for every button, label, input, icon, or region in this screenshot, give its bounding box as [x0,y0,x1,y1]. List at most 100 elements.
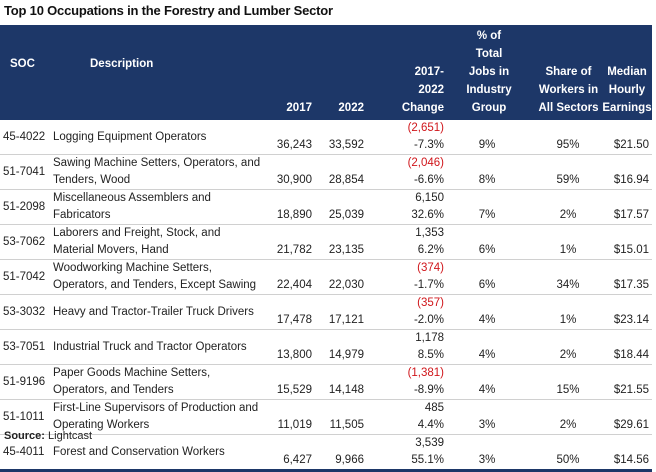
change-value: (1,381) [407,367,444,379]
change-value: (2,046) [407,157,444,169]
occupation-description: Sawing Machine Setters, Operators, and T… [50,154,265,190]
share-all-sectors: 95% [527,120,602,155]
share-all-sectors: 15% [527,364,602,400]
header-row: SOC Description 2017 2022 2017-2022 Chan… [0,25,652,120]
soc-code: 53-3032 [0,294,50,330]
table-row: 51-1011 First-Line Supervisors of Produc… [0,399,652,435]
change-percent: 4.4% [417,419,444,431]
soc-code: 51-7041 [0,154,50,190]
share-all-sectors: 50% [527,434,602,472]
jobs-2022: 9,966 [315,434,367,472]
pct-total-jobs: 4% [447,294,527,330]
header-2017: 2017 [265,25,315,120]
change-percent: 55.1% [411,454,444,466]
source-value: Lightcast [48,430,93,442]
soc-code: 51-9196 [0,364,50,400]
median-hourly-earnings: $14.56 [602,434,652,472]
source-note: Source: Lightcast [4,430,92,442]
change-cell: (374) -1.7% [367,259,447,295]
median-hourly-earnings: $21.50 [602,120,652,155]
occupation-description: First-Line Supervisors of Production and… [50,399,265,435]
share-all-sectors: 59% [527,154,602,190]
table-title: Top 10 Occupations in the Forestry and L… [4,3,333,18]
share-all-sectors: 1% [527,224,602,260]
change-percent: 6.2% [417,244,444,256]
change-cell: (1,381) -8.9% [367,364,447,400]
jobs-2022: 23,135 [315,224,367,260]
table-row: 53-7062 Laborers and Freight, Stock, and… [0,224,652,260]
change-cell: 3,539 55.1% [367,434,447,472]
median-hourly-earnings: $21.55 [602,364,652,400]
table-row: 51-7041 Sawing Machine Setters, Operator… [0,154,652,190]
share-all-sectors: 34% [527,259,602,295]
change-value: 6,150 [415,192,444,204]
change-percent: -2.0% [413,314,444,326]
median-hourly-earnings: $23.14 [602,294,652,330]
change-cell: (2,046) -6.6% [367,154,447,190]
pct-total-jobs: 4% [447,329,527,365]
change-cell: 485 4.4% [367,399,447,435]
change-percent: -8.9% [413,384,444,396]
pct-total-jobs: 3% [447,434,527,472]
source-label: Source: [4,430,45,442]
change-value: 1,353 [415,227,444,239]
jobs-2022: 25,039 [315,189,367,225]
change-value: (374) [417,262,444,274]
table-row: 45-4011 Forest and Conservation Workers … [0,434,652,472]
table-row: 53-3032 Heavy and Tractor-Trailer Truck … [0,294,652,330]
table-row: 51-7042 Woodworking Machine Setters, Ope… [0,259,652,295]
occupation-description: Paper Goods Machine Setters, Operators, … [50,364,265,400]
header-description: Description [50,25,265,120]
pct-total-jobs: 9% [447,120,527,155]
jobs-2022: 22,030 [315,259,367,295]
header-change: 2017-2022 Change [367,25,447,120]
jobs-2022: 33,592 [315,120,367,155]
soc-code: 45-4022 [0,120,50,155]
occupation-description: Laborers and Freight, Stock, and Materia… [50,224,265,260]
soc-code: 51-1011 [0,399,50,435]
soc-code: 53-7062 [0,224,50,260]
jobs-2017: 17,478 [265,294,315,330]
occupation-description: Woodworking Machine Setters, Operators, … [50,259,265,295]
change-value: 485 [424,402,444,414]
pct-total-jobs: 3% [447,399,527,435]
median-hourly-earnings: $17.35 [602,259,652,295]
change-percent: -7.3% [413,139,444,151]
pct-total-jobs: 6% [447,259,527,295]
jobs-2022: 14,148 [315,364,367,400]
median-hourly-earnings: $17.57 [602,189,652,225]
median-hourly-earnings: $29.61 [602,399,652,435]
change-cell: 1,178 8.5% [367,329,447,365]
change-cell: 1,353 6.2% [367,224,447,260]
header-pct-total: % of Total Jobs in Industry Group [447,25,527,120]
median-hourly-earnings: $18.44 [602,329,652,365]
occupation-description: Miscellaneous Assemblers and Fabricators [50,189,265,225]
soc-code: 53-7051 [0,329,50,365]
soc-code: 51-7042 [0,259,50,295]
change-percent: 32.6% [411,209,444,221]
median-hourly-earnings: $15.01 [602,224,652,260]
soc-code: 51-2098 [0,189,50,225]
change-value: 3,539 [415,437,444,449]
change-percent: 8.5% [417,349,444,361]
pct-total-jobs: 6% [447,224,527,260]
change-cell: (2,651) -7.3% [367,120,447,155]
jobs-2017: 11,019 [265,399,315,435]
jobs-2022: 14,979 [315,329,367,365]
pct-total-jobs: 7% [447,189,527,225]
occupations-table: SOC Description 2017 2022 2017-2022 Chan… [0,25,652,472]
share-all-sectors: 2% [527,189,602,225]
header-median: Median Hourly Earnings [602,25,652,120]
jobs-2017: 22,404 [265,259,315,295]
share-all-sectors: 2% [527,399,602,435]
table-row: 45-4022 Logging Equipment Operators 36,2… [0,120,652,155]
pct-total-jobs: 8% [447,154,527,190]
change-value: (357) [417,297,444,309]
change-value: 1,178 [415,332,444,344]
jobs-2017: 36,243 [265,120,315,155]
change-percent: -1.7% [413,279,444,291]
jobs-2022: 11,505 [315,399,367,435]
median-hourly-earnings: $16.94 [602,154,652,190]
jobs-2022: 17,121 [315,294,367,330]
change-percent: -6.6% [413,174,444,186]
